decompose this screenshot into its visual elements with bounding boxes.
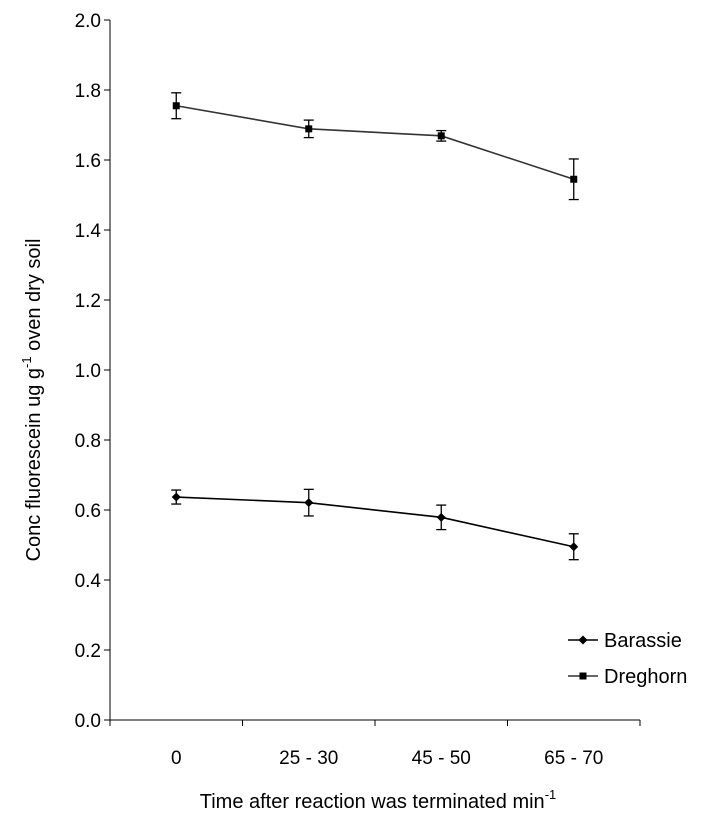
data-point [570,175,578,183]
series-line [176,496,574,548]
series-dreghorn [171,92,579,201]
data-point [171,492,181,502]
y-tick-label: 1.2 [75,291,101,312]
legend-label: Dreghorn [604,666,687,688]
y-tick-label: 2.0 [75,11,101,32]
data-point [437,132,445,140]
y-axis: 0.0 0.2 0.4 0.6 0.8 1.0 1.2 1.4 1.6 1.8 2.0 [75,11,111,732]
x-tick-label: 0 [171,748,182,769]
y-axis-title-main: Conc fluorescein ug g [23,368,45,561]
legend-item-barassie: Barassie [568,630,682,652]
y-tick-label: 0.4 [75,571,102,592]
y-tick-label: 1.8 [75,81,101,102]
x-axis-title-main: Time after reaction was terminated min [200,791,545,813]
legend: Barassie Dreghorn [568,630,687,688]
x-axis-title: Time after reaction was terminated min-1 [200,787,557,813]
y-tick-label: 1.0 [75,361,101,382]
y-axis-title: Conc fluorescein ug g-1 oven dry soil [19,239,45,562]
x-axis-title-superscript: -1 [545,787,557,802]
x-tick-label: 25 - 30 [279,748,338,769]
x-axis: 0 25 - 30 45 - 50 65 - 70 [109,719,641,769]
x-tick-label: 45 - 50 [412,748,471,769]
data-point [436,512,446,522]
y-tick-label: 0.6 [75,501,101,522]
series-layer [171,92,579,561]
data-point [304,498,314,508]
series-barassie [171,488,579,561]
y-axis-title-suffix: oven dry soil [23,239,45,357]
y-tick-label: 0.2 [75,641,101,662]
y-tick-label: 0.0 [75,711,101,732]
data-point [172,102,180,110]
legend-label: Barassie [604,630,682,652]
x-tick-label: 65 - 70 [544,748,603,769]
data-point [305,125,313,133]
y-axis-title-superscript: -1 [19,356,34,368]
series-line [176,104,574,181]
legend-swatch-marker [579,672,587,680]
y-tick-label: 1.4 [75,221,102,242]
y-tick-label: 1.6 [75,151,101,172]
legend-swatch-marker [578,635,588,645]
y-tick-label: 0.8 [75,431,101,452]
legend-item-dreghorn: Dreghorn [568,666,687,688]
data-point [569,542,579,552]
